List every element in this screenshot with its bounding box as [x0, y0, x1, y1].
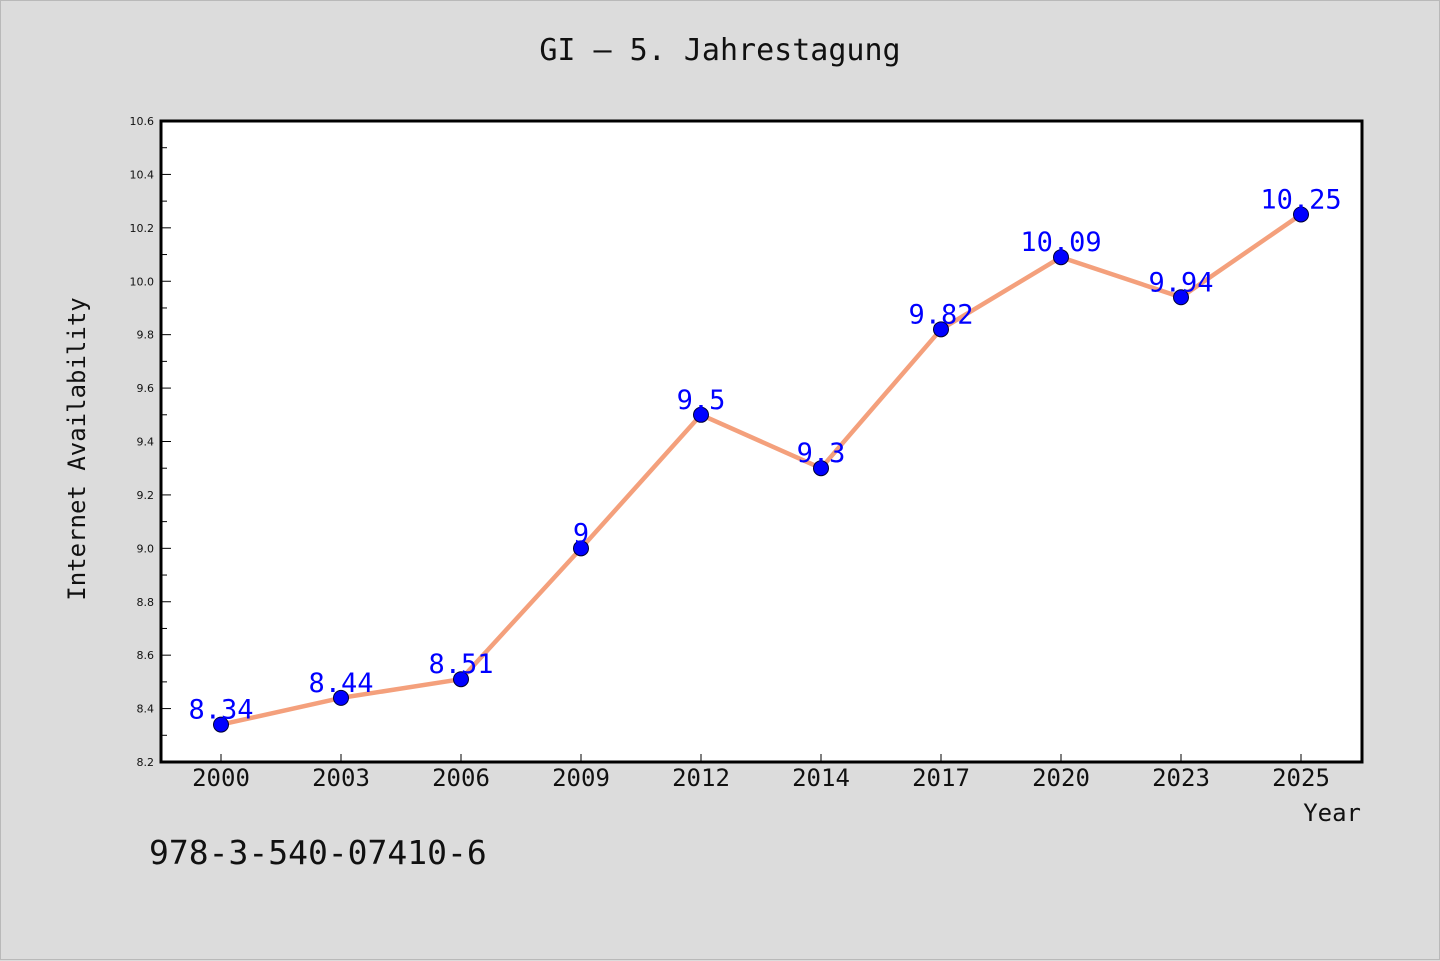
y-tick-label: 10.2 — [130, 222, 155, 235]
data-point-2025 — [1293, 206, 1309, 223]
x-axis-label: Year — [1303, 799, 1361, 827]
y-tick-label: 8.2 — [137, 756, 155, 769]
x-tick-label: 2006 — [432, 764, 490, 792]
y-tick-label: 8.4 — [137, 703, 155, 716]
y-tick-label: 9.6 — [137, 382, 155, 395]
data-label-2020: 10.09 — [1020, 227, 1101, 258]
data-point-2003 — [333, 689, 349, 706]
x-tick-label: 2000 — [192, 764, 250, 792]
data-label-2025: 10.25 — [1260, 184, 1341, 215]
x-tick-label: 2014 — [792, 764, 850, 792]
data-point-2014 — [813, 460, 829, 477]
y-axis: 8.2 8.4 8.6 8.8 9.0 9.2 9.4 9.6 9.8 10.0 10.2 10.4 1… — [130, 115, 171, 769]
data-point-2020 — [1053, 249, 1069, 266]
data-label-2003: 8.44 — [308, 668, 373, 699]
series-line — [220, 212, 1303, 727]
y-tick-label: 9.0 — [137, 542, 155, 555]
data-label-2023: 9.94 — [1148, 267, 1213, 298]
y-axis-label: Internet Availability — [63, 297, 91, 600]
y-tick-label: 10.0 — [130, 275, 155, 288]
x-tick-label: 2009 — [552, 764, 610, 792]
data-label-2000: 8.34 — [188, 695, 253, 726]
x-tick-label: 2023 — [1152, 764, 1210, 792]
x-tick-label: 2003 — [312, 764, 370, 792]
data-point-2009 — [573, 540, 589, 557]
data-point-2017 — [933, 321, 949, 338]
chart-title: GI – 5. Jahrestagung — [539, 33, 901, 68]
y-tick-label: 9.2 — [137, 489, 155, 502]
y-tick-label: 9.4 — [137, 436, 155, 449]
data-point-2000 — [213, 716, 229, 733]
data-label-2012: 9.5 — [677, 385, 726, 416]
y-tick-label: 10.6 — [130, 115, 155, 128]
y-tick-label: 10.4 — [130, 168, 155, 181]
x-tick-label: 2025 — [1272, 764, 1330, 792]
x-axis: 2000 2003 2006 2009 2012 2014 2017 2020 2023 2025 — [192, 754, 1330, 792]
y-tick-label: 8.6 — [137, 649, 155, 662]
isbn-footer: 978-3-540-07410-6 — [149, 833, 487, 872]
data-point-2006 — [453, 671, 469, 688]
data-labels: 8.34 8.44 8.51 9 9.5 9.3 9.82 10.09 9.94 10.25 — [188, 184, 1341, 725]
data-markers — [213, 206, 1309, 733]
x-tick-label: 2012 — [672, 764, 730, 792]
data-label-2014: 9.3 — [797, 438, 846, 469]
data-point-2023 — [1173, 289, 1189, 306]
y-tick-label: 8.8 — [137, 596, 155, 609]
y-tick-label: 9.8 — [137, 329, 155, 342]
data-label-2017: 9.82 — [908, 299, 973, 330]
data-point-2012 — [693, 406, 709, 423]
data-label-2006: 8.51 — [428, 649, 493, 680]
data-label-2009: 9 — [573, 518, 589, 549]
x-tick-label: 2017 — [912, 764, 970, 792]
x-tick-label: 2020 — [1032, 764, 1090, 792]
